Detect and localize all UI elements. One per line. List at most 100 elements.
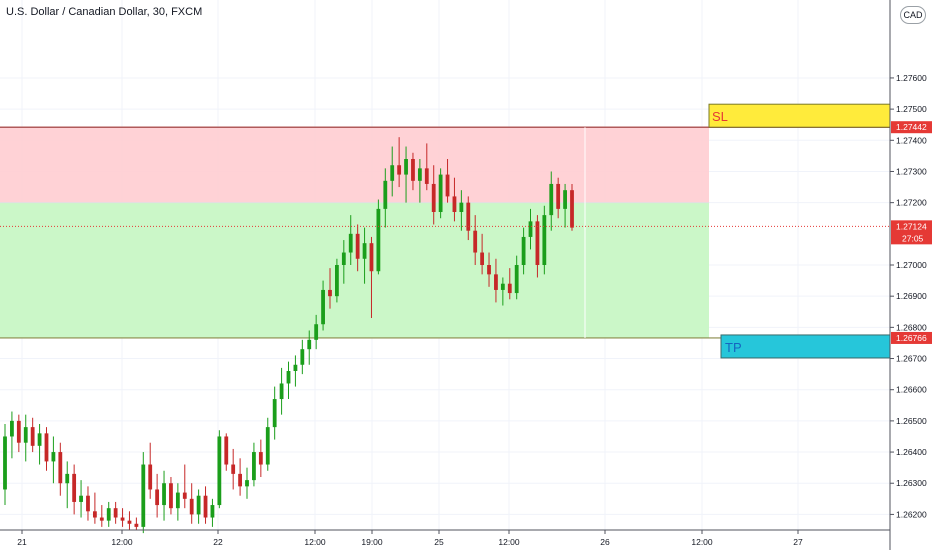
candle	[563, 183, 567, 228]
candle	[258, 439, 263, 477]
stop-loss-price-tag	[891, 121, 932, 134]
candle	[362, 227, 367, 284]
candle-body	[3, 436, 7, 490]
candle	[473, 215, 478, 265]
candle	[127, 511, 132, 530]
candle	[30, 417, 35, 453]
candle	[224, 433, 229, 471]
price-tick-label: 1.26800	[896, 322, 927, 332]
candle	[328, 268, 332, 309]
candle	[390, 146, 395, 197]
candle-body	[341, 252, 346, 265]
candle	[279, 367, 284, 415]
candle	[314, 314, 319, 350]
candle	[335, 258, 339, 303]
candle-body	[30, 427, 35, 446]
candle-body	[535, 221, 540, 265]
candle	[86, 486, 90, 521]
candle-body	[141, 464, 146, 527]
candle-body	[44, 433, 49, 462]
candle	[507, 268, 512, 300]
candle	[542, 205, 547, 275]
candle-body	[148, 464, 153, 490]
candle	[487, 252, 491, 287]
candle-body	[79, 495, 83, 502]
candle-body	[238, 473, 242, 487]
last-price-tag	[891, 220, 932, 245]
candle	[556, 177, 561, 219]
candle-body	[224, 436, 229, 465]
candle-body	[362, 243, 367, 259]
candle	[466, 196, 471, 241]
price-tick-label: 1.27200	[896, 198, 927, 208]
candle	[265, 417, 270, 471]
stop-loss-label-box[interactable]	[708, 103, 891, 128]
take-profit-label-box[interactable]	[720, 334, 891, 359]
candle	[238, 458, 242, 496]
currency-badge[interactable]: CAD	[900, 6, 926, 24]
candle-body	[286, 371, 291, 384]
candle-body	[58, 452, 63, 484]
candle	[355, 224, 360, 272]
candle	[480, 233, 485, 275]
candle	[286, 361, 291, 400]
candle	[92, 492, 97, 524]
candle	[459, 190, 464, 231]
candle-body	[265, 427, 270, 465]
candle-body	[258, 452, 263, 465]
candle	[272, 386, 277, 440]
candle-body	[369, 243, 374, 272]
last-price-label: 1.27124	[896, 221, 927, 231]
candle-body	[106, 508, 111, 521]
candle	[134, 517, 139, 530]
stop-loss-price-label: 1.27442	[896, 122, 927, 132]
time-tick-label: 25	[434, 537, 444, 547]
price-tick-label: 1.26200	[896, 509, 927, 519]
candle	[79, 480, 83, 518]
candle-body	[480, 252, 485, 265]
candle-body	[452, 196, 457, 212]
candle	[231, 448, 236, 490]
candle	[404, 146, 408, 203]
candle	[58, 442, 63, 496]
price-tick-label: 1.27500	[896, 104, 927, 114]
time-tick-label: 21	[17, 537, 27, 547]
candle-body	[155, 489, 160, 506]
take-profit-price-tag	[891, 331, 932, 344]
candle-body	[466, 202, 471, 231]
candle	[37, 424, 42, 465]
stop-loss-zone	[0, 127, 709, 203]
candle-body	[397, 165, 402, 175]
price-tick-label: 1.27400	[896, 135, 927, 145]
candle	[397, 137, 402, 188]
candle-body	[72, 473, 77, 502]
candle-body	[487, 265, 491, 275]
price-tick-label: 1.26300	[896, 478, 927, 488]
candle	[16, 414, 21, 453]
candle-body	[459, 202, 464, 212]
candle	[521, 227, 526, 275]
candle	[570, 183, 574, 231]
chart-title: U.S. Dollar / Canadian Dollar, 30, FXCM	[6, 6, 203, 18]
candle-body	[521, 236, 526, 265]
candle-body	[134, 523, 139, 527]
candle	[535, 215, 540, 278]
price-tick-label: 1.27600	[896, 73, 927, 83]
candle-body	[86, 495, 90, 512]
candle	[148, 442, 153, 499]
time-axis: 21 12:00 22 12:00 19:00 25 12:00 26 12:00 27	[0, 529, 890, 547]
time-tick-label: 12:00	[111, 537, 133, 547]
candle-body	[355, 233, 360, 259]
candle	[44, 427, 49, 471]
candle-body	[417, 168, 422, 181]
candle-body	[293, 364, 298, 371]
candle-body	[570, 190, 574, 228]
candle-body	[563, 190, 567, 209]
candle	[514, 255, 519, 300]
candle-body	[404, 159, 408, 175]
candle-body	[445, 174, 450, 197]
candle-body	[528, 221, 533, 237]
candle-body	[23, 427, 28, 443]
